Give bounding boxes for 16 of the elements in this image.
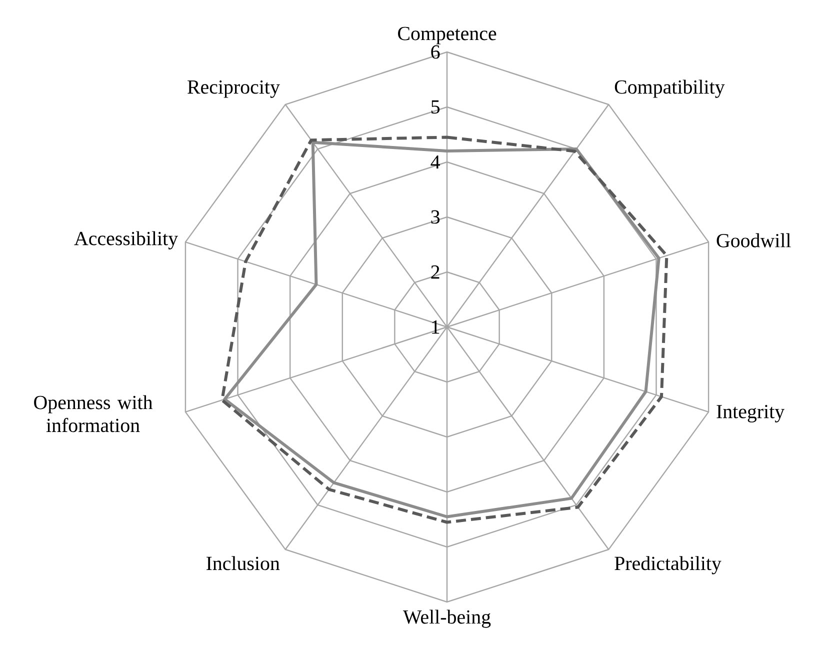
spoke-label: Well-being (403, 610, 491, 628)
spoke-label: Goodwill (716, 233, 791, 248)
spoke-label: Inclusion (206, 556, 280, 570)
y-tick-label: 3 (431, 210, 440, 224)
y-tick-label: 5 (432, 100, 440, 114)
spoke-label: Competence (398, 26, 496, 44)
spoke-label: Reciprocity (188, 80, 280, 98)
y-tick-label: 1 (432, 320, 440, 334)
spoke-label: Openness with information (34, 395, 153, 432)
y-tick-label: 4 (430, 155, 440, 169)
y-tick-label: 6 (431, 45, 440, 59)
spoke-label: Integrity (716, 404, 785, 422)
spoke-label: Accessibility (74, 231, 178, 250)
spoke-label: Predictability (614, 556, 722, 574)
y-tick-label: 2 (431, 265, 440, 279)
spoke-label: Compatibility (614, 80, 725, 98)
